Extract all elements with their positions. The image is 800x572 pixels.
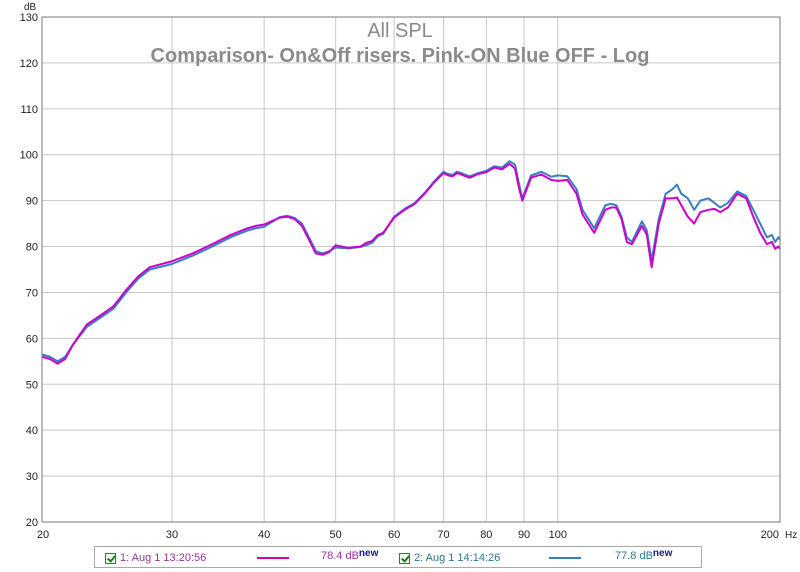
y-tick-label: 50 bbox=[26, 379, 38, 391]
plot-frame bbox=[41, 16, 781, 523]
legend-swatch-2 bbox=[549, 557, 581, 559]
x-tick-label: 200 bbox=[761, 529, 779, 541]
y-tick-label: 130 bbox=[20, 12, 38, 24]
y-tick-label: 40 bbox=[26, 425, 38, 437]
y-tick-label: 60 bbox=[26, 333, 38, 345]
legend-item-2[interactable]: 2: Aug 1 14:14:26 bbox=[399, 550, 500, 566]
legend-label: 1: Aug 1 13:20:56 bbox=[120, 552, 207, 564]
x-axis-unit: Hz bbox=[785, 530, 797, 541]
y-tick-label: 70 bbox=[26, 287, 38, 299]
y-tick-label: 30 bbox=[26, 471, 38, 483]
legend-label: 2: Aug 1 14:14:26 bbox=[414, 552, 501, 564]
spl-chart: 20 30 40 50 60 70 80 90 100 110 120 130 20 30 40 50 60 7… bbox=[20, 2, 798, 541]
x-tick-label: 60 bbox=[388, 529, 400, 541]
x-tick-label: 40 bbox=[258, 529, 270, 541]
grid bbox=[42, 17, 780, 522]
x-tick-label: 50 bbox=[330, 529, 342, 541]
x-tick-label: 90 bbox=[518, 529, 530, 541]
new-badge: new bbox=[358, 548, 379, 559]
x-tick-label: 20 bbox=[37, 529, 49, 541]
y-axis-unit: dB bbox=[24, 2, 37, 13]
legend-item-1[interactable]: 1: Aug 1 13:20:56 bbox=[105, 550, 206, 566]
checkbox-icon[interactable] bbox=[105, 552, 116, 564]
x-tick-labels: 20 30 40 50 60 70 80 90 100 200 bbox=[37, 529, 779, 541]
legend-value-text: 77.8 dB bbox=[615, 550, 653, 562]
legend-swatch-1 bbox=[257, 557, 289, 559]
plot-background bbox=[42, 17, 780, 522]
y-tick-labels: 20 30 40 50 60 70 80 90 100 110 120 130 bbox=[20, 12, 38, 529]
y-tick-label: 110 bbox=[20, 104, 38, 116]
x-tick-label: 80 bbox=[480, 529, 492, 541]
y-tick-label: 80 bbox=[26, 242, 38, 254]
y-tick-label: 90 bbox=[26, 196, 38, 208]
legend-value-text: 78.4 dB bbox=[321, 550, 359, 562]
checkbox-icon[interactable] bbox=[399, 552, 410, 564]
y-tick-label: 20 bbox=[26, 517, 38, 529]
x-tick-label: 30 bbox=[166, 529, 178, 541]
x-tick-label: 100 bbox=[549, 529, 567, 541]
chart-subtitle: Comparison- On&Off risers. Pink-ON Blue … bbox=[151, 45, 650, 67]
legend-value-1: 78.4 dBnew bbox=[321, 548, 379, 562]
y-tick-label: 120 bbox=[20, 58, 38, 70]
y-tick-label: 100 bbox=[20, 150, 38, 162]
series-group bbox=[41, 160, 781, 365]
legend-value-2: 77.8 dBnew bbox=[615, 548, 673, 562]
chart-title: All SPL bbox=[367, 20, 433, 42]
series-line-2 bbox=[41, 160, 781, 363]
x-tick-label: 70 bbox=[437, 529, 449, 541]
legend: 1: Aug 1 13:20:56 78.4 dBnew 2: Aug 1 14… bbox=[94, 546, 702, 568]
new-badge: new bbox=[652, 548, 673, 559]
series-line-1 bbox=[41, 162, 781, 365]
